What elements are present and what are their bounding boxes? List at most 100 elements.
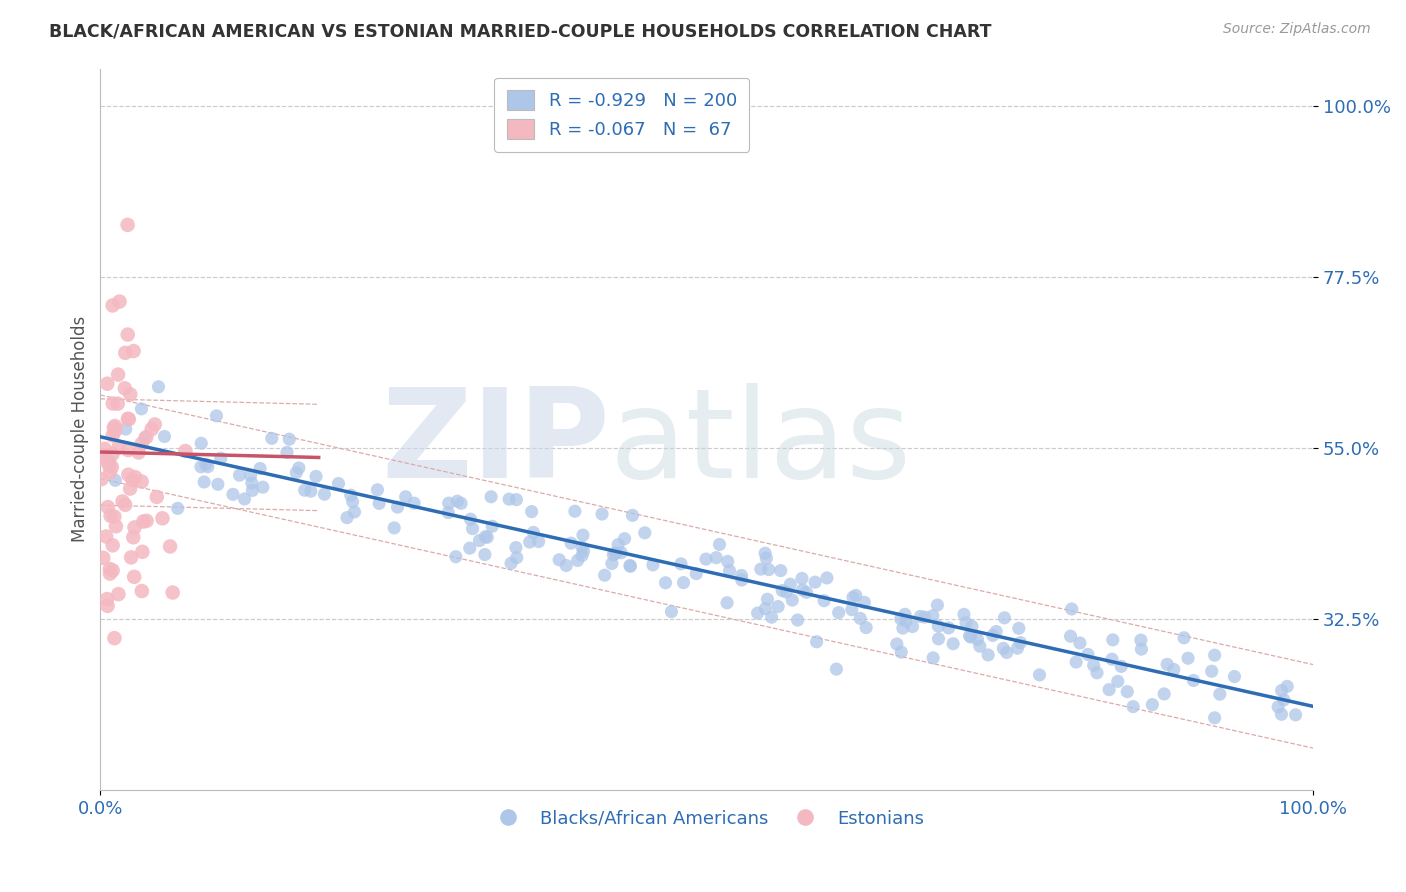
Point [1129,633,1152,648]
Point [288,461,311,475]
Point [194,458,217,472]
Point [103,421,125,435]
Point [122,344,145,359]
Point [519,535,541,549]
Point [977,648,1000,662]
Point [159,540,181,554]
Y-axis label: Married-couple Households: Married-couple Households [72,316,89,542]
Point [993,641,1015,656]
Point [927,619,949,633]
Point [474,530,496,544]
Point [101,460,124,475]
Point [1277,679,1299,693]
Point [1010,635,1032,649]
Point [101,564,124,578]
Point [146,490,169,504]
Point [890,612,912,626]
Point [162,585,184,599]
Point [314,487,336,501]
Point [131,401,153,416]
Point [120,482,142,496]
Point [117,327,139,342]
Point [607,538,630,552]
Point [366,483,388,497]
Point [228,468,250,483]
Point [343,505,366,519]
Point [479,490,502,504]
Point [775,585,797,599]
Point [1085,665,1108,680]
Legend: Blacks/African Americans, Estonians: Blacks/African Americans, Estonians [482,803,931,835]
Point [499,556,522,570]
Point [276,445,298,459]
Point [717,554,740,568]
Point [339,488,361,502]
Point [619,559,641,574]
Point [1109,659,1132,673]
Point [754,546,776,560]
Point [131,475,153,489]
Point [959,629,981,643]
Point [769,564,792,578]
Point [404,496,426,510]
Point [114,422,136,436]
Point [1028,668,1050,682]
Point [91,550,114,565]
Point [959,630,981,644]
Point [252,480,274,494]
Point [527,534,550,549]
Point [842,591,865,605]
Point [294,483,316,498]
Point [101,447,124,461]
Point [770,583,793,598]
Point [135,430,157,444]
Point [128,445,150,459]
Point [1101,652,1123,666]
Point [695,552,717,566]
Point [1101,632,1123,647]
Point [498,492,520,507]
Point [966,632,988,647]
Point [1270,707,1292,722]
Point [100,508,122,523]
Point [849,611,872,625]
Point [131,584,153,599]
Point [458,541,481,556]
Point [152,511,174,525]
Point [97,500,120,514]
Point [1107,674,1129,689]
Point [98,466,121,480]
Point [1182,673,1205,688]
Point [222,487,245,501]
Point [104,473,127,487]
Point [827,606,849,620]
Point [1008,621,1031,635]
Point [593,568,616,582]
Point [786,613,808,627]
Point [104,424,127,438]
Point [1122,699,1144,714]
Point [114,381,136,395]
Point [382,521,405,535]
Point [894,607,917,622]
Point [1116,684,1139,698]
Point [654,575,676,590]
Point [96,599,118,613]
Point [969,640,991,654]
Point [131,436,153,450]
Point [548,553,571,567]
Point [986,624,1008,639]
Point [437,506,460,520]
Point [444,549,467,564]
Point [101,538,124,552]
Point [995,645,1018,659]
Point [450,496,472,510]
Point [120,550,142,565]
Point [278,432,301,446]
Point [718,564,741,578]
Point [1173,631,1195,645]
Point [299,484,322,499]
Point [141,422,163,436]
Point [605,546,627,560]
Point [96,529,118,543]
